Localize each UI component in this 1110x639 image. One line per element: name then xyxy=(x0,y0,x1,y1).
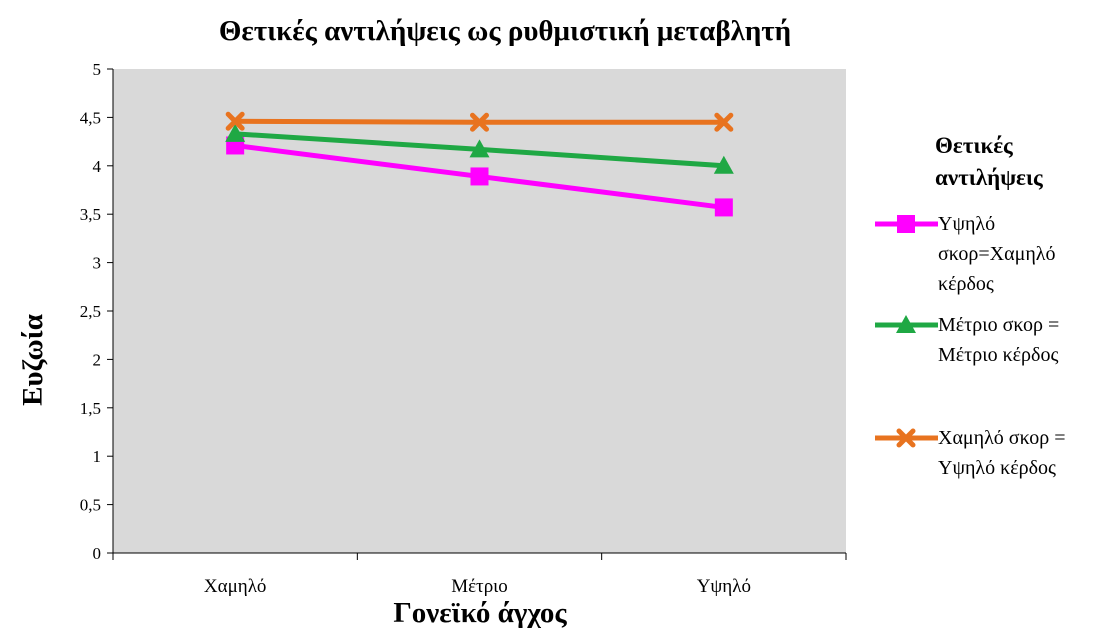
series-3 xyxy=(225,111,734,132)
chart-title: Θετικές αντιλήψεις ως ρυθμιστική μεταβλη… xyxy=(219,15,791,47)
data-point xyxy=(470,167,489,186)
data-point xyxy=(713,155,734,174)
legend: Θετικές αντιλήψεις Υψηλό σκορ=Χαμηλό κέρδος Μ… xyxy=(875,133,1065,479)
x-axis-title: Γονεϊκό άγχος xyxy=(393,597,567,629)
series-2 xyxy=(225,123,734,174)
legend-title: αντιλήψεις xyxy=(935,165,1043,190)
axes xyxy=(107,68,847,560)
legend-entry-1: Υψηλό σκορ=Χαμηλό κέρδος xyxy=(875,213,1055,295)
y-tick-label: 2,5 xyxy=(80,302,101,321)
y-tick-labels: 0 0,5 1 1,5 2 2,5 3 3,5 4 4,5 5 xyxy=(80,60,102,563)
legend-marker xyxy=(896,315,916,333)
x-tick-label: Χαμηλό xyxy=(204,576,267,597)
x-tick-label: Υψηλό xyxy=(697,576,751,597)
x-tick-label: Μέτριο xyxy=(451,576,508,597)
x-tick-labels: Χαμηλό Μέτριο Υψηλό xyxy=(204,576,751,597)
legend-marker xyxy=(896,428,916,448)
legend-label: Μέτριο σκορ = xyxy=(938,314,1059,336)
y-tick-label: 0 xyxy=(93,544,102,563)
legend-label: Μέτριο κέρδος xyxy=(938,344,1058,366)
data-point xyxy=(470,112,489,132)
y-tick-label: 1 xyxy=(93,447,102,466)
legend-label: κέρδος xyxy=(938,273,994,295)
y-tick-label: 4 xyxy=(93,157,102,176)
y-tick-label: 3,5 xyxy=(80,205,101,224)
legend-label: Υψηλό κέρδος xyxy=(938,457,1056,479)
y-tick-label: 0,5 xyxy=(80,496,101,515)
legend-entry-2: Μέτριο σκορ = Μέτριο κέρδος xyxy=(875,314,1059,366)
data-point xyxy=(225,111,245,131)
data-point xyxy=(225,123,246,142)
data-point xyxy=(714,112,734,132)
series-group xyxy=(225,111,734,217)
legend-title: Θετικές xyxy=(935,133,1013,158)
legend-label: Χαμηλό σκορ = xyxy=(938,427,1065,449)
y-tick-label: 5 xyxy=(93,60,102,79)
legend-label: σκορ=Χαμηλό xyxy=(938,243,1055,265)
data-point xyxy=(714,198,733,217)
y-axis-title: Ευζωία xyxy=(17,314,49,406)
y-tick-label: 3 xyxy=(93,254,102,273)
legend-entry-3: Χαμηλό σκορ = Υψηλό κέρδος xyxy=(875,427,1065,479)
y-tick-label: 4,5 xyxy=(80,108,101,127)
y-tick-label: 1,5 xyxy=(80,399,101,418)
legend-marker xyxy=(897,215,915,233)
legend-label: Υψηλό xyxy=(938,213,995,235)
y-tick-label: 2 xyxy=(93,350,102,369)
data-point xyxy=(469,139,490,158)
